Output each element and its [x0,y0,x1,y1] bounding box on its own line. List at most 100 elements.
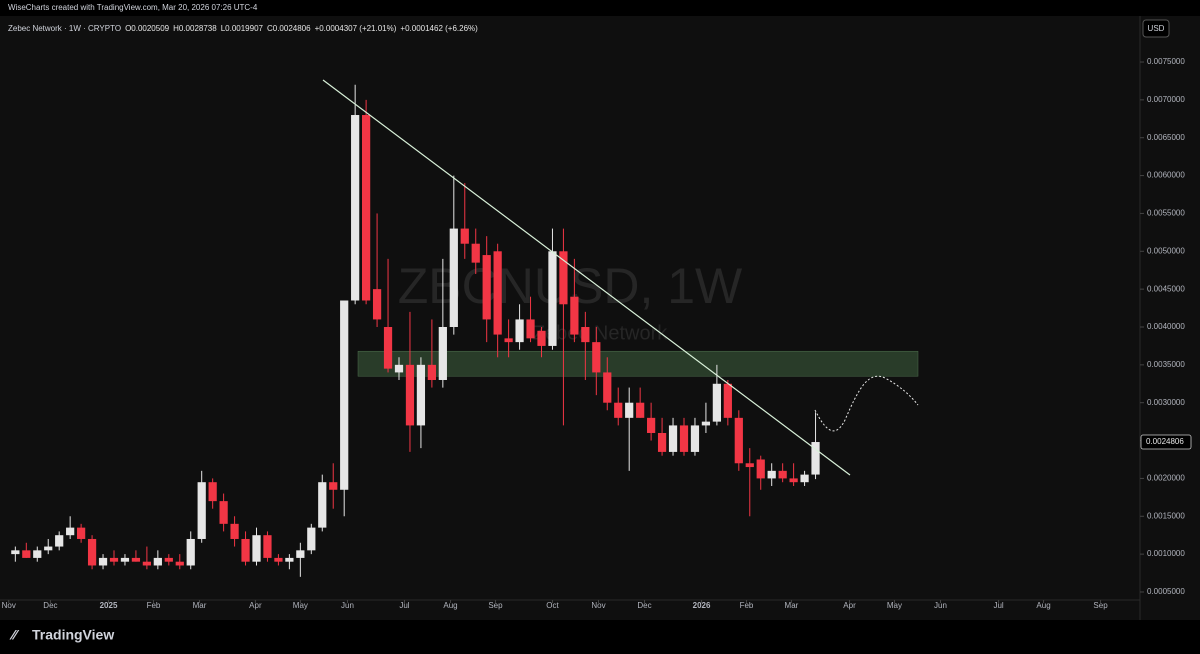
candle-body [142,561,151,566]
candle-body [318,482,327,528]
x-tick-label: Nov [591,601,605,610]
candle-body [592,342,601,373]
candle-body [405,364,415,426]
candle-body [98,557,108,566]
candle-body [526,319,535,339]
candle-body [647,417,656,433]
candle-body [701,421,711,426]
y-tick-label: 0.0060000 [1147,171,1185,180]
x-tick-label: Jun [934,601,947,610]
candle-body [416,364,426,426]
candle-body [515,319,524,343]
y-tick-label: 0.0075000 [1147,57,1185,66]
x-tick-label: Aug [443,601,457,610]
y-tick-label: 0.0065000 [1147,133,1185,142]
candle-body [668,425,678,452]
candle-body [537,330,546,346]
candle-body [460,228,469,244]
x-tick-label: Aug [1036,601,1050,610]
candle-body [811,442,820,475]
x-tick-label: May [293,601,308,610]
candle-body [778,470,787,479]
x-tick-label: Feb [147,601,161,610]
candle-body [559,251,568,305]
candle-body [712,383,721,422]
last-price-box [1140,434,1192,450]
candle-body [208,482,217,502]
candle-body [77,527,86,539]
y-tick-label: 0.0045000 [1147,284,1185,293]
candle-body [87,538,97,566]
x-tick-label: Nov [2,601,16,610]
candle-body [383,326,393,369]
ohlc-value: O0.0020509 [125,24,170,33]
y-tick-label: 0.0050000 [1147,246,1185,255]
y-tick-label: 0.0020000 [1147,474,1185,483]
credit: WiseCharts created with TradingView.com,… [8,3,258,12]
candle-body [22,550,31,558]
candle-body [581,326,590,343]
candle-body [175,561,184,566]
x-tick-label: Apr [843,601,856,610]
candle-body [471,243,480,263]
y-tick-label: 0.0010000 [1147,549,1185,558]
y-tick-label: 0.0030000 [1147,398,1185,407]
candle-body [164,557,173,562]
x-tick-label: 2026 [693,601,711,610]
candle-body [603,372,612,403]
trend-line [322,79,851,476]
candle-body [340,300,349,490]
x-tick-label: Jul [993,601,1003,610]
candle-body [625,402,634,418]
logo-icon: ⁄⁄ [9,627,19,643]
x-tick-label: Mar [193,601,207,610]
candle-body [131,557,141,562]
candle-body [219,501,228,524]
candle-body [285,557,294,562]
candle-body [351,115,360,301]
candle-body [493,251,502,335]
candle-body [362,115,371,301]
watermark-sub: Zebec Network [533,322,668,344]
currency-button[interactable] [1142,19,1170,38]
x-tick-label: 2025 [100,601,118,610]
candle-body [657,432,667,452]
candle-body [186,538,195,566]
candle-body [329,482,338,490]
zone [357,350,919,377]
projection-path [814,375,919,432]
candle-body [438,326,447,380]
candle-body [427,364,436,380]
candle-body [252,535,261,562]
ohlc-value: +0.0004307 (+21.01%) [314,24,397,33]
candle-body [690,425,700,452]
candle-body [11,550,20,555]
currency-label: USD [1148,24,1165,33]
last-price-label: 0.0024806 [1146,437,1184,446]
candle-body [241,538,250,562]
candle-body [800,474,809,483]
x-tick-label: May [887,601,902,610]
ohlc-value: +0.0001462 (+6.26%) [400,24,478,33]
candle-body [263,535,272,558]
y-tick-label: 0.0005000 [1147,587,1185,596]
candle-body [723,383,732,418]
candle-body [55,535,64,547]
candle-body [449,228,458,327]
candle-body [756,459,765,479]
y-tick-label: 0.0040000 [1147,322,1185,331]
x-tick-label: Sep [488,601,503,610]
logo: TradingView [32,627,114,643]
candle-body [679,425,689,452]
ohlc-value: L0.0019907 [220,24,263,33]
y-tick-label: 0.0035000 [1147,360,1185,369]
x-tick-label: Dec [43,601,57,610]
ohlc-value: C0.0024806 [266,24,311,33]
candle-body [44,546,53,551]
symbol: Zebec Network · 1W · CRYPTO [8,24,122,33]
y-tick-label: 0.0015000 [1147,511,1185,520]
candle-body [230,523,239,539]
candle-body [394,364,404,373]
